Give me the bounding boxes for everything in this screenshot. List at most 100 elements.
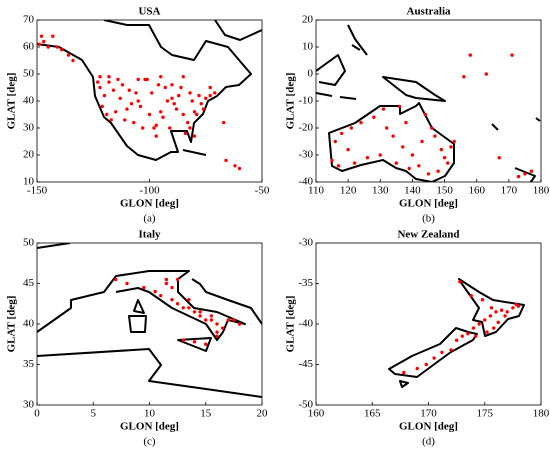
point (460, 334, 464, 338)
y-axis-label: GLAT [deg] (6, 73, 18, 130)
point (164, 277, 169, 282)
point (96, 80, 100, 84)
point (208, 85, 212, 90)
y-axis-label: GLAT [deg] (285, 296, 297, 353)
point (156, 83, 161, 87)
point (181, 75, 185, 79)
x-tick-label: 150 (436, 185, 453, 197)
point (60, 48, 64, 52)
point (233, 164, 237, 168)
point (172, 102, 176, 106)
point (159, 110, 163, 114)
point (372, 115, 376, 119)
point (197, 93, 201, 98)
y-tick-label: 0 (308, 68, 314, 80)
y-tick-label: 70 (23, 14, 35, 26)
point (177, 93, 181, 98)
point (116, 77, 120, 82)
x-tick-label: 180 (533, 408, 550, 420)
point (195, 112, 199, 117)
x-tick-label: 15 (200, 408, 212, 420)
x-axis-label: GLON [deg] (399, 421, 458, 433)
x-tick-label: 160 (468, 185, 485, 197)
point (436, 169, 440, 173)
coastline (316, 24, 541, 182)
point (190, 99, 194, 103)
y-tick-label: 40 (23, 318, 35, 330)
point (142, 285, 146, 290)
point (433, 134, 437, 138)
y-tick-label: 10 (302, 41, 314, 53)
point (170, 298, 174, 302)
point (529, 169, 534, 173)
point (404, 120, 408, 125)
y-tick-label: 45 (23, 277, 35, 289)
coastline (37, 243, 262, 398)
coastline (37, 20, 262, 161)
point (192, 310, 197, 314)
point (511, 306, 515, 310)
point (192, 110, 197, 114)
point (71, 58, 75, 63)
point (424, 362, 428, 367)
x-tick-label: -100 (139, 185, 160, 197)
point (66, 53, 71, 57)
point (181, 306, 185, 310)
point (492, 326, 496, 330)
point (209, 318, 214, 322)
x-tick-label: 180 (533, 185, 550, 197)
point (420, 139, 424, 144)
point (471, 326, 476, 330)
point (181, 338, 185, 342)
point (204, 318, 208, 322)
point (215, 322, 219, 326)
point (136, 77, 140, 82)
x-tick-label: 140 (404, 185, 421, 197)
y-tick-label: 20 (302, 14, 314, 26)
x-tick-label: 130 (372, 185, 389, 197)
point (161, 115, 165, 119)
point (39, 34, 44, 38)
y-tick-label: -35 (298, 277, 313, 289)
point (401, 145, 405, 149)
point (452, 139, 456, 144)
point (120, 83, 125, 87)
point (204, 96, 208, 101)
point (516, 174, 521, 179)
point (188, 126, 192, 130)
chart-title: USA (138, 6, 160, 18)
point (449, 348, 453, 352)
point (449, 145, 453, 149)
point (37, 42, 41, 46)
point (208, 93, 212, 98)
point (118, 96, 122, 101)
point (410, 153, 415, 157)
y-tick-label: -45 (298, 358, 313, 370)
point (174, 107, 179, 111)
point (394, 161, 399, 165)
y-tick-label: -40 (298, 318, 313, 330)
point (209, 314, 214, 318)
point (98, 85, 102, 90)
point (102, 93, 107, 98)
point (430, 126, 434, 130)
point (458, 280, 462, 284)
y-tick-label: 60 (23, 41, 35, 53)
point (98, 75, 102, 79)
x-tick-label: 20 (257, 408, 269, 420)
point (114, 110, 118, 114)
y-tick-label: 30 (23, 399, 35, 411)
point (446, 161, 450, 165)
plot-frame (315, 19, 542, 183)
point (485, 330, 489, 334)
y-tick-label: 50 (23, 68, 35, 80)
point (330, 158, 334, 163)
point (213, 91, 217, 95)
y-tick-label: -20 (298, 122, 313, 134)
point (109, 118, 113, 122)
point (125, 107, 129, 111)
point (454, 338, 459, 342)
point (138, 104, 143, 109)
y-tick-label: 10 (23, 176, 35, 188)
point (224, 158, 228, 163)
